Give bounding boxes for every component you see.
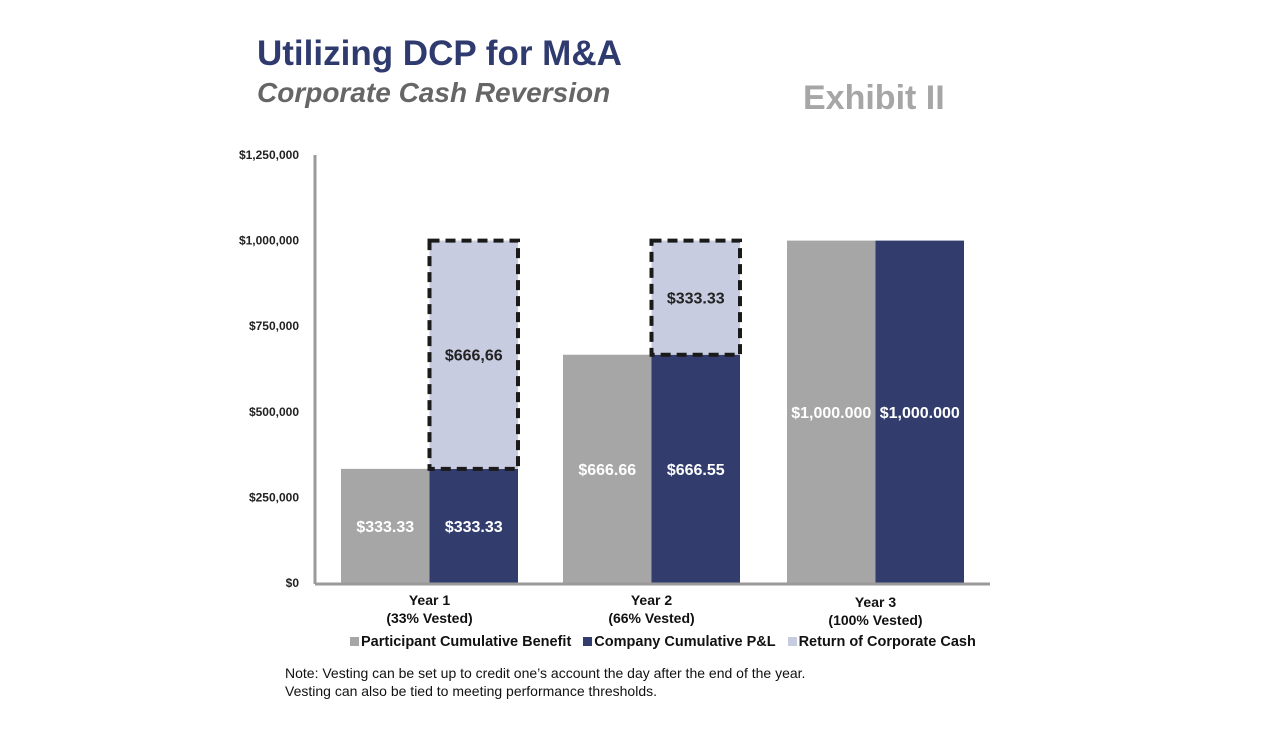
- bar-participant: [787, 240, 876, 583]
- bar-return-cash: [649, 238, 742, 357]
- bar-label: $333.33: [445, 519, 503, 536]
- note-line: Vesting can also be tied to meeting perf…: [285, 683, 657, 699]
- y-tick-label: $500,000: [249, 405, 299, 419]
- bar-label: $333.33: [356, 519, 414, 536]
- bar-label: $1,000.000: [880, 405, 960, 422]
- y-tick-label: $250,000: [249, 490, 299, 504]
- legend-item-participant: Participant Cumulative Benefit: [350, 634, 571, 650]
- legend-item-company: Company Cumulative P&L: [583, 634, 776, 650]
- bar-label: $333.33: [667, 291, 725, 308]
- legend-item-return: Return of Corporate Cash: [787, 634, 976, 650]
- y-tick-label: $750,000: [249, 319, 299, 333]
- bar-participant: [341, 468, 430, 583]
- x-tick-label: Year 1: [409, 592, 450, 608]
- note-line: Note: Vesting can be set up to credit on…: [285, 665, 806, 681]
- page-title: Utilizing DCP for M&A: [257, 34, 622, 73]
- bar-label: $666.66: [578, 462, 636, 479]
- x-tick-sublabel: (33% Vested): [386, 610, 472, 626]
- bar-label: $666.55: [667, 462, 725, 479]
- bar-label: $1,000.000: [791, 405, 871, 422]
- legend-label: Return of Corporate Cash: [798, 634, 976, 650]
- x-tick-sublabel: (100% Vested): [828, 612, 922, 628]
- x-tick-sublabel: (66% Vested): [608, 610, 694, 626]
- exhibit-label: Exhibit II: [803, 79, 945, 117]
- footnote: Note: Vesting can be set up to credit on…: [285, 664, 805, 700]
- legend-label: Participant Cumulative Benefit: [361, 634, 572, 650]
- y-tick-label: $0: [286, 576, 300, 590]
- x-tick-label: Year 2: [631, 592, 672, 608]
- y-tick-label: $1,000,000: [239, 234, 299, 248]
- legend: Participant Cumulative Benefit Company C…: [350, 634, 976, 650]
- bar-participant: [563, 354, 652, 583]
- bar-label: $666,66: [445, 348, 503, 365]
- bar-return-cash: [427, 238, 520, 471]
- bar-company: [875, 240, 964, 583]
- bar-company: [651, 354, 740, 583]
- y-tick-label: $1,250,000: [239, 148, 299, 162]
- bar-company: [429, 468, 518, 583]
- x-tick-label: Year 3: [855, 594, 896, 610]
- page-subtitle: Corporate Cash Reversion: [257, 77, 611, 108]
- legend-label: Company Cumulative P&L: [594, 634, 776, 650]
